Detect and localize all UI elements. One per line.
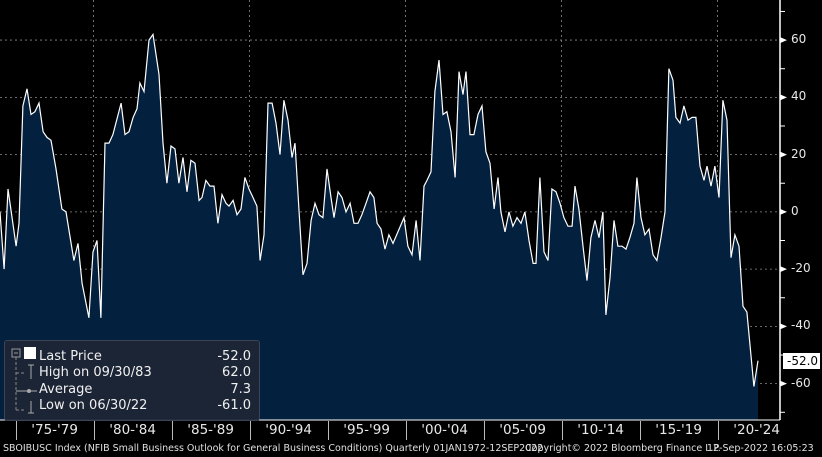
y-tick-marker — [780, 151, 787, 158]
legend-tree-icon[interactable] — [11, 346, 39, 418]
x-period-divider — [171, 421, 173, 440]
legend-value: -52.0 — [217, 349, 251, 364]
x-period-divider — [483, 421, 485, 440]
x-period-label: '90-'94 — [265, 422, 312, 438]
x-period-divider — [249, 421, 251, 440]
series-line — [0, 32, 759, 387]
x-period-label: '85-'89 — [187, 422, 234, 438]
legend-high: High on 09/30/83 62.0 — [39, 363, 251, 383]
y-tick-marker — [780, 94, 787, 101]
y-tick-marker — [780, 380, 787, 387]
chart-plot — [0, 0, 787, 421]
last-value-label: -52.0 — [783, 352, 821, 369]
y-tick-label: 60 — [791, 32, 807, 47]
x-period-divider — [717, 421, 719, 440]
x-period-divider — [93, 421, 95, 440]
x-period-label: '75-'79 — [31, 422, 78, 438]
x-period-label: '10-'14 — [577, 422, 624, 438]
legend-value: -61.0 — [217, 398, 251, 413]
x-period-label: '95-'99 — [343, 422, 390, 438]
y-tick-marker — [780, 266, 787, 273]
y-tick-marker — [780, 323, 787, 330]
x-period-divider — [561, 421, 563, 440]
y-tick-marker — [780, 208, 787, 215]
x-period-divider — [327, 421, 329, 440]
footer-copyright: Copyright© 2022 Bloomberg Finance L.P. — [525, 443, 721, 454]
x-period-label: '15-'19 — [655, 422, 702, 438]
legend-value: 62.0 — [222, 365, 251, 380]
y-tick-label: 20 — [791, 146, 807, 161]
legend-average: Average 7.3 — [39, 380, 251, 400]
legend-label: Average — [39, 382, 93, 397]
legend-label: Last Price — [39, 349, 102, 364]
x-period-divider — [15, 421, 17, 440]
footer-timestamp: 12-Sep-2022 16:05:23 — [707, 443, 814, 454]
x-period-divider — [639, 421, 641, 440]
series-area — [0, 34, 758, 421]
x-period-label: '80-'84 — [109, 422, 156, 438]
y-tick-label: -20 — [791, 261, 811, 276]
x-period-label: '20-'24 — [733, 422, 780, 438]
x-period-label: '00-'04 — [421, 422, 468, 438]
legend-label: Low on 06/30/22 — [39, 398, 148, 413]
y-tick-label: 40 — [791, 89, 807, 104]
legend-low: Low on 06/30/22 -61.0 — [39, 396, 251, 416]
footer-description: SBOIBUSC Index (NFIB Small Business Outl… — [3, 443, 544, 454]
x-period-divider — [405, 421, 407, 440]
y-tick-marker — [780, 37, 787, 44]
legend-last-price: Last Price -52.0 — [39, 347, 251, 367]
y-tick-label: -60 — [791, 375, 811, 390]
x-period-label: '05-'09 — [499, 422, 546, 438]
y-tick-label: -40 — [791, 318, 811, 333]
legend[interactable]: Last Price -52.0 High on 09/30/83 62.0 Ave… — [4, 340, 260, 421]
legend-label: High on 09/30/83 — [39, 365, 152, 380]
legend-value: 7.3 — [230, 382, 251, 397]
y-tick-label: 0 — [791, 203, 799, 218]
